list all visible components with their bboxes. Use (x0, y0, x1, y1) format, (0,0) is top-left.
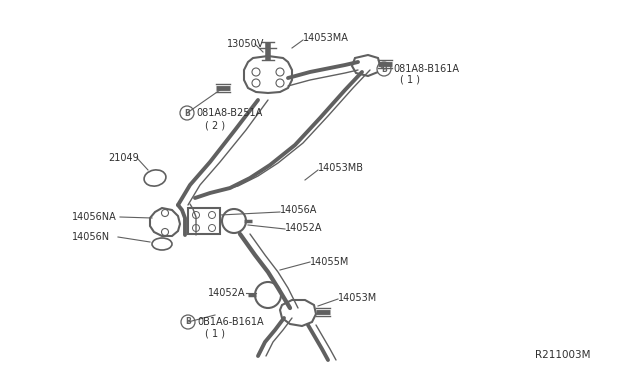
Text: R211003M: R211003M (534, 350, 590, 360)
Text: 14055M: 14055M (310, 257, 349, 267)
Text: 14053MA: 14053MA (303, 33, 349, 43)
Text: 14056NA: 14056NA (72, 212, 116, 222)
Text: 0B1A6-B161A: 0B1A6-B161A (197, 317, 264, 327)
Text: 14053M: 14053M (338, 293, 377, 303)
Text: B: B (184, 109, 190, 118)
Text: 081A8-B251A: 081A8-B251A (196, 108, 262, 118)
Text: 13050V: 13050V (227, 39, 264, 49)
Text: 21049: 21049 (108, 153, 139, 163)
Circle shape (377, 62, 391, 76)
Circle shape (180, 106, 194, 120)
Text: ( 1 ): ( 1 ) (400, 75, 420, 85)
Text: 14052A: 14052A (285, 223, 323, 233)
Text: B: B (381, 64, 387, 74)
Text: B: B (185, 317, 191, 327)
Text: ( 2 ): ( 2 ) (205, 120, 225, 130)
Text: 081A8-B161A: 081A8-B161A (393, 64, 459, 74)
Text: 14053MB: 14053MB (318, 163, 364, 173)
Circle shape (181, 315, 195, 329)
Text: 14056A: 14056A (280, 205, 317, 215)
Text: ( 1 ): ( 1 ) (205, 329, 225, 339)
Text: 14052A: 14052A (208, 288, 246, 298)
Text: 14056N: 14056N (72, 232, 110, 242)
